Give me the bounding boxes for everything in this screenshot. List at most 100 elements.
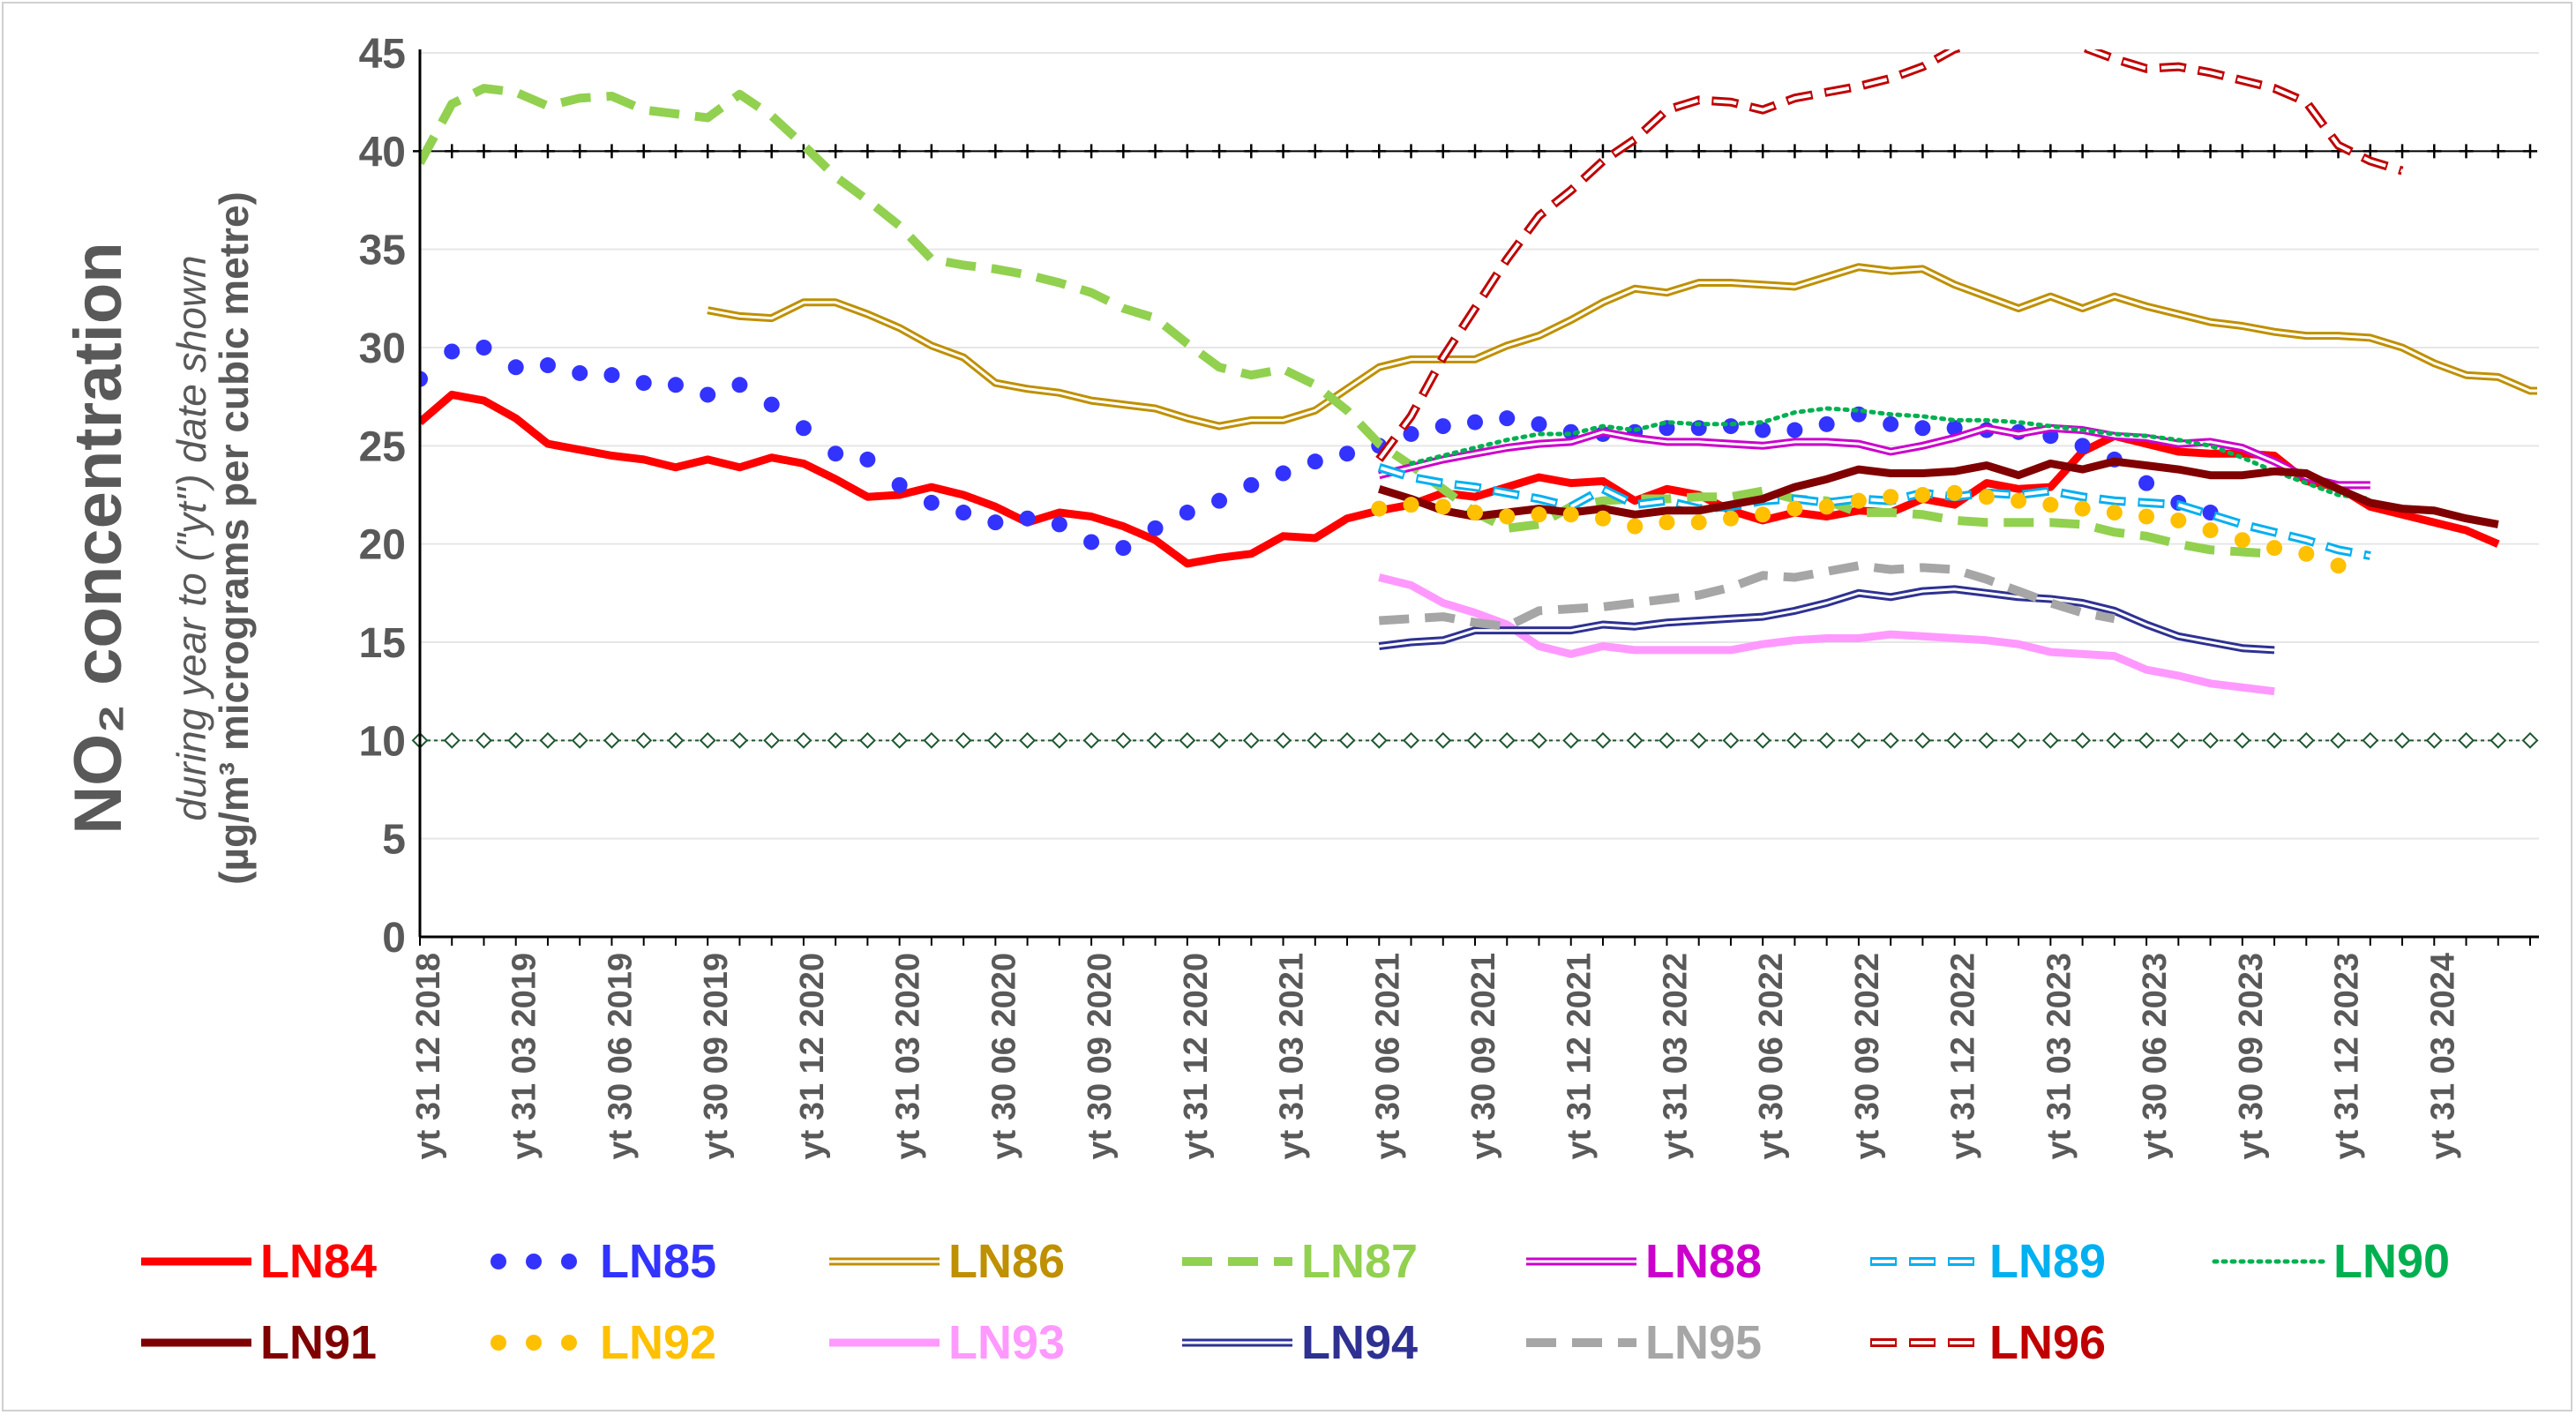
legend-label: LN95 bbox=[1645, 1316, 1762, 1369]
reference-marker bbox=[1244, 144, 1259, 159]
reference-marker bbox=[1754, 731, 1771, 749]
series-line-ln90 bbox=[1409, 406, 2373, 501]
reference-marker bbox=[1276, 144, 1291, 159]
reference-marker bbox=[1084, 144, 1099, 159]
series-line-ln92-point bbox=[1883, 489, 1899, 505]
series-line-ln92-point bbox=[1946, 484, 1963, 501]
series-line-ln92-point bbox=[1627, 518, 1644, 535]
x-tick-label: yt 31 12 2020 bbox=[1178, 953, 1215, 1160]
series-line-ln92-point bbox=[2234, 532, 2250, 549]
series-line-ln85-point bbox=[1147, 520, 1164, 536]
y-tick-label: 0 bbox=[382, 915, 406, 962]
reference-marker bbox=[1722, 731, 1740, 749]
reference-marker bbox=[955, 731, 972, 749]
x-tick-label: yt 31 03 2022 bbox=[1657, 953, 1694, 1160]
series-line-ln86-inner bbox=[707, 266, 2537, 428]
series-line-ln89-inner bbox=[1378, 465, 2371, 558]
series-line-ln85-point bbox=[1179, 505, 1195, 521]
series-line-ln92-point bbox=[1722, 510, 1739, 527]
reference-marker bbox=[1913, 731, 1931, 749]
reference-marker bbox=[2267, 144, 2282, 159]
series-line-ln92-point bbox=[2138, 508, 2155, 525]
series-line-ln92-point bbox=[1434, 498, 1451, 515]
reference-marker bbox=[986, 731, 1004, 749]
reference-marker bbox=[539, 731, 557, 749]
series-line-ln85-point bbox=[1434, 418, 1451, 435]
reference-marker bbox=[988, 144, 1003, 159]
series-line-ln85-point bbox=[1051, 516, 1067, 533]
reference-marker bbox=[1435, 144, 1450, 159]
x-tick-label: yt 31 12 2018 bbox=[410, 953, 447, 1160]
reference-marker bbox=[1947, 144, 1962, 159]
reference-marker bbox=[476, 144, 491, 159]
x-tick-label: yt 30 06 2019 bbox=[602, 953, 639, 1160]
series-line-ln85-point bbox=[667, 377, 684, 393]
series-line-ln92-point bbox=[1659, 514, 1675, 531]
legend-item-ln86: LN86 bbox=[829, 1235, 1065, 1288]
x-tick-label: yt 31 12 2022 bbox=[1945, 953, 1982, 1160]
legend-label: LN84 bbox=[260, 1235, 377, 1288]
series-ln92 bbox=[1371, 484, 2347, 574]
reference-marker bbox=[2458, 731, 2475, 749]
x-tick-label: yt 31 03 2021 bbox=[1274, 953, 1311, 1160]
series-line-ln85-point bbox=[603, 367, 620, 384]
reference-marker bbox=[1082, 731, 1100, 749]
legend-swatch bbox=[490, 1254, 506, 1269]
reference-lines bbox=[411, 144, 2539, 749]
reference-marker bbox=[1147, 731, 1164, 749]
reference-marker bbox=[1404, 144, 1419, 159]
series-line-ln84 bbox=[420, 390, 2500, 568]
reference-marker bbox=[923, 731, 940, 749]
series-line-ln92-point bbox=[1562, 506, 1579, 523]
series-line-ln92-point bbox=[1914, 487, 1931, 503]
reference-marker bbox=[508, 144, 523, 159]
series-line-ln85-point bbox=[859, 451, 876, 468]
reference-marker bbox=[1723, 144, 1738, 159]
reference-marker bbox=[1786, 731, 1803, 749]
reference-marker bbox=[1307, 731, 1324, 749]
reference-marker bbox=[956, 144, 971, 159]
reference-marker bbox=[2425, 731, 2443, 749]
series-line-ln85-point bbox=[1019, 510, 1036, 527]
reference-marker bbox=[2010, 731, 2027, 749]
reference-marker bbox=[1116, 144, 1131, 159]
x-tick-label: yt 31 12 2021 bbox=[1561, 953, 1599, 1160]
reference-marker bbox=[2041, 731, 2059, 749]
reference-marker bbox=[2074, 731, 2092, 749]
legend-item-ln96: LN96 bbox=[1870, 1316, 2106, 1369]
reference-marker bbox=[507, 731, 525, 749]
reference-marker bbox=[828, 144, 843, 159]
series-line-ln85-point bbox=[795, 420, 812, 437]
reference-marker bbox=[2490, 144, 2505, 159]
reference-marker bbox=[1628, 144, 1643, 159]
reference-marker bbox=[2234, 731, 2251, 749]
series-line-ln92-point bbox=[2011, 492, 2027, 509]
legend: LN84 LN85 LN86 LN87 LN88 LN89 LN90 LN91 LN92 LN93… bbox=[141, 1235, 2450, 1369]
x-tick-label: yt 30 06 2022 bbox=[1753, 953, 1790, 1160]
reference-marker bbox=[2459, 144, 2474, 159]
legend-item-ln88: LN88 bbox=[1526, 1235, 1762, 1288]
x-tick-label: yt 30 09 2019 bbox=[698, 953, 735, 1160]
reference-marker bbox=[924, 144, 939, 159]
reference-marker bbox=[1466, 731, 1484, 749]
legend-label: LN87 bbox=[1301, 1235, 1418, 1288]
series-ln89 bbox=[1377, 463, 2371, 560]
legend-label: LN90 bbox=[2333, 1235, 2450, 1288]
series-line-ln85-point bbox=[1883, 416, 1899, 432]
reference-marker bbox=[1626, 731, 1644, 749]
reference-marker bbox=[2106, 731, 2123, 749]
series-line-ln92-point bbox=[1467, 505, 1483, 521]
reference-marker bbox=[1594, 731, 1612, 749]
series-line-ln85-point bbox=[1467, 414, 1483, 430]
reference-marker bbox=[763, 731, 781, 749]
reference-marker bbox=[1434, 731, 1452, 749]
series-line-ln85-point bbox=[955, 505, 972, 521]
series-line-ln85-point bbox=[1115, 540, 1132, 557]
reference-marker bbox=[2490, 731, 2507, 749]
series-line-ln85-point bbox=[700, 386, 716, 403]
series-line-ln92-point bbox=[2106, 505, 2123, 521]
reference-marker bbox=[2169, 731, 2187, 749]
reference-marker bbox=[2043, 144, 2058, 159]
series-line-ln85-point bbox=[987, 514, 1004, 531]
series-line-ln85-point bbox=[572, 364, 588, 381]
